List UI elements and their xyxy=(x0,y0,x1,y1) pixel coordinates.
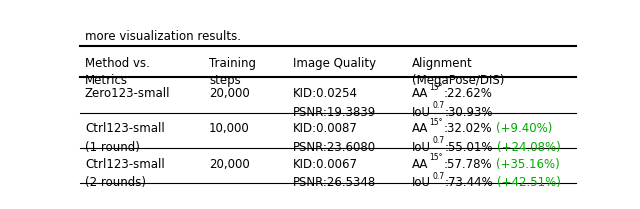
Text: Method vs.
Metrics: Method vs. Metrics xyxy=(85,57,150,87)
Text: Ctrl123-small: Ctrl123-small xyxy=(85,158,164,171)
Text: (1 round): (1 round) xyxy=(85,141,140,154)
Text: Alignment
(MegaPose/DIS): Alignment (MegaPose/DIS) xyxy=(412,57,505,87)
Text: AA: AA xyxy=(412,87,429,100)
Text: 0.7: 0.7 xyxy=(432,101,444,110)
Text: 20,000: 20,000 xyxy=(209,87,250,100)
Text: Zero123-small: Zero123-small xyxy=(85,87,170,100)
Text: 0.7: 0.7 xyxy=(432,172,444,181)
Text: Training
steps: Training steps xyxy=(209,57,256,87)
Text: :22.62%: :22.62% xyxy=(443,87,492,100)
Text: AA: AA xyxy=(412,122,429,135)
Text: (2 rounds): (2 rounds) xyxy=(85,176,146,189)
Text: 15°: 15° xyxy=(429,118,443,127)
Text: KID:0.0067: KID:0.0067 xyxy=(293,158,358,171)
Text: 15°: 15° xyxy=(429,83,443,92)
Text: :32.02%: :32.02% xyxy=(443,122,492,135)
Text: PSNR:26.5348: PSNR:26.5348 xyxy=(293,176,376,189)
Text: AA: AA xyxy=(412,158,429,171)
Text: KID:0.0254: KID:0.0254 xyxy=(293,87,358,100)
Text: KID:0.0087: KID:0.0087 xyxy=(293,122,358,135)
Text: (+9.40%): (+9.40%) xyxy=(496,122,552,135)
Text: more visualization results.: more visualization results. xyxy=(85,30,241,43)
Text: IoU: IoU xyxy=(412,106,431,119)
Text: (+35.16%): (+35.16%) xyxy=(496,158,559,171)
Text: :55.01%: :55.01% xyxy=(444,141,493,154)
Text: Image Quality: Image Quality xyxy=(293,57,376,70)
Text: 0.7: 0.7 xyxy=(432,136,444,145)
Text: :30.93%: :30.93% xyxy=(444,106,493,119)
Text: (+42.51%): (+42.51%) xyxy=(497,176,561,189)
Text: 20,000: 20,000 xyxy=(209,158,250,171)
Text: PSNR:23.6080: PSNR:23.6080 xyxy=(293,141,376,154)
Text: IoU: IoU xyxy=(412,141,431,154)
Text: 10,000: 10,000 xyxy=(209,122,250,135)
Text: :57.78%: :57.78% xyxy=(443,158,492,171)
Text: 15°: 15° xyxy=(429,153,443,162)
Text: PSNR:19.3839: PSNR:19.3839 xyxy=(293,106,376,119)
Text: (+24.08%): (+24.08%) xyxy=(497,141,561,154)
Text: IoU: IoU xyxy=(412,176,431,189)
Text: Ctrl123-small: Ctrl123-small xyxy=(85,122,164,135)
Text: :73.44%: :73.44% xyxy=(444,176,493,189)
